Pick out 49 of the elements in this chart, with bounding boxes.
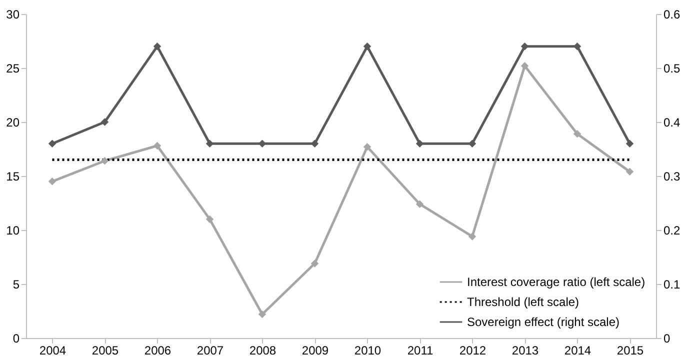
point: [626, 168, 634, 176]
y2-tick-label: 0.2: [664, 224, 681, 238]
point: [48, 140, 56, 148]
y2-tick-label: 0.3: [664, 170, 681, 184]
x-tick-label: 2005: [92, 344, 119, 358]
legend-label: Threshold (left scale): [467, 295, 580, 309]
y-tick-label: 30: [6, 8, 20, 22]
point: [153, 142, 162, 150]
x-tick-label: 2006: [144, 344, 172, 358]
y2-tick-label: 0.5: [664, 62, 681, 76]
point: [416, 200, 424, 208]
point: [206, 215, 214, 224]
y-tick-label: 5: [12, 278, 20, 292]
point: [520, 62, 529, 70]
x-tick-label: 2014: [564, 344, 592, 358]
y-tick-label: 15: [6, 170, 20, 184]
x-tick-label: 2015: [616, 344, 644, 358]
y2-tick-label: 0.6: [664, 8, 681, 22]
point: [468, 232, 476, 240]
point: [468, 140, 476, 148]
point: [520, 42, 529, 50]
point: [310, 140, 319, 148]
point: [153, 42, 162, 50]
legend-label: Sovereign effect (right scale): [467, 315, 620, 329]
y-tick-label: 10: [6, 224, 20, 238]
x-tick-label: 2012: [459, 344, 486, 358]
point: [48, 178, 56, 186]
point: [310, 260, 319, 268]
y2-tick-label: 0.1: [664, 278, 681, 292]
point: [100, 157, 109, 165]
x-tick-label: 2007: [196, 344, 224, 358]
x-tick-label: 2004: [39, 344, 66, 358]
point: [258, 310, 266, 318]
point: [573, 130, 582, 138]
y-tick-label: 25: [6, 62, 20, 76]
x-tick-label: 2010: [354, 344, 382, 358]
y2-tick-label: 0.4: [664, 116, 681, 130]
point: [100, 118, 109, 126]
point: [626, 140, 634, 148]
x-tick-label: 2008: [249, 344, 276, 358]
point: [363, 142, 372, 151]
x-tick-label: 2013: [512, 344, 539, 358]
x-tick-label: 2009: [302, 344, 329, 358]
point: [363, 42, 372, 50]
y-tick-label: 20: [6, 116, 20, 130]
y-tick-label: 0: [12, 332, 20, 346]
x-tick-label: 2011: [407, 344, 434, 358]
legend-label: Interest coverage ratio (left scale): [467, 275, 646, 289]
y2-tick-label: 0: [664, 332, 670, 346]
